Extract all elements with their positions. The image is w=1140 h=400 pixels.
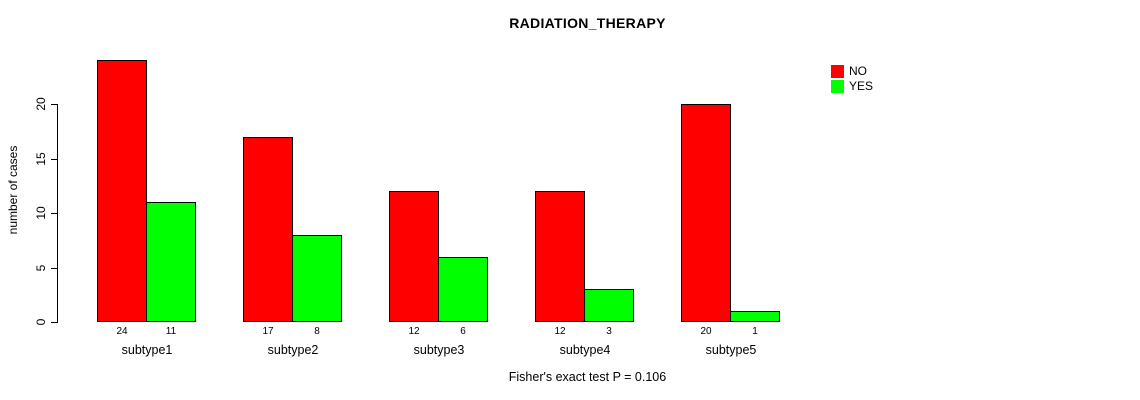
bar-value-no-subtype3: 12 — [408, 326, 420, 337]
category-label-subtype3: subtype3 — [413, 343, 465, 357]
y-tick-0 — [51, 322, 57, 323]
legend-label-yes: YES — [849, 79, 874, 93]
category-label-subtype5: subtype5 — [705, 343, 757, 357]
y-axis-line — [57, 104, 58, 323]
chart-title: RADIATION_THERAPY — [509, 15, 666, 31]
y-tick-20 — [51, 104, 57, 105]
y-tick-label-0: 0 — [34, 318, 48, 326]
legend-swatch-yes — [831, 80, 844, 93]
bar-no-subtype2 — [243, 137, 293, 322]
bar-no-subtype5 — [681, 104, 731, 322]
bar-yes-subtype2 — [292, 235, 342, 322]
bar-value-no-subtype1: 24 — [116, 326, 128, 337]
y-tick-label-15: 15 — [34, 152, 48, 166]
legend-item-yes: YES — [831, 79, 873, 94]
legend-item-no: NO — [831, 64, 873, 79]
bar-yes-subtype1 — [146, 202, 196, 322]
bar-no-subtype3 — [389, 191, 439, 322]
category-label-subtype2: subtype2 — [267, 343, 319, 357]
bar-yes-subtype3 — [438, 257, 488, 322]
category-label-subtype1: subtype1 — [121, 343, 173, 357]
bar-no-subtype1 — [97, 60, 147, 322]
y-tick-label-20: 20 — [34, 97, 48, 111]
bar-value-yes-subtype5: 1 — [752, 326, 758, 337]
bar-value-yes-subtype3: 6 — [460, 326, 466, 337]
fisher-test-note: Fisher's exact test P = 0.106 — [508, 370, 667, 384]
y-tick-label-10: 10 — [34, 206, 48, 220]
y-tick-15 — [51, 159, 57, 160]
bar-no-subtype4 — [535, 191, 585, 322]
bar-yes-subtype4 — [584, 289, 634, 322]
bar-value-yes-subtype4: 3 — [606, 326, 612, 337]
legend-label-no: NO — [849, 64, 867, 78]
y-tick-10 — [51, 213, 57, 214]
legend-swatch-no — [831, 65, 844, 78]
bar-yes-subtype5 — [730, 311, 780, 322]
bar-value-yes-subtype1: 11 — [165, 326, 177, 337]
bar-value-no-subtype5: 20 — [700, 326, 712, 337]
y-tick-5 — [51, 268, 57, 269]
bar-value-no-subtype2: 17 — [262, 326, 274, 337]
legend: NO YES — [831, 64, 873, 94]
bar-value-no-subtype4: 12 — [554, 326, 566, 337]
bar-value-yes-subtype2: 8 — [314, 326, 320, 337]
y-tick-label-5: 5 — [34, 264, 48, 272]
y-axis-label: number of cases — [6, 145, 20, 235]
category-label-subtype4: subtype4 — [559, 343, 611, 357]
